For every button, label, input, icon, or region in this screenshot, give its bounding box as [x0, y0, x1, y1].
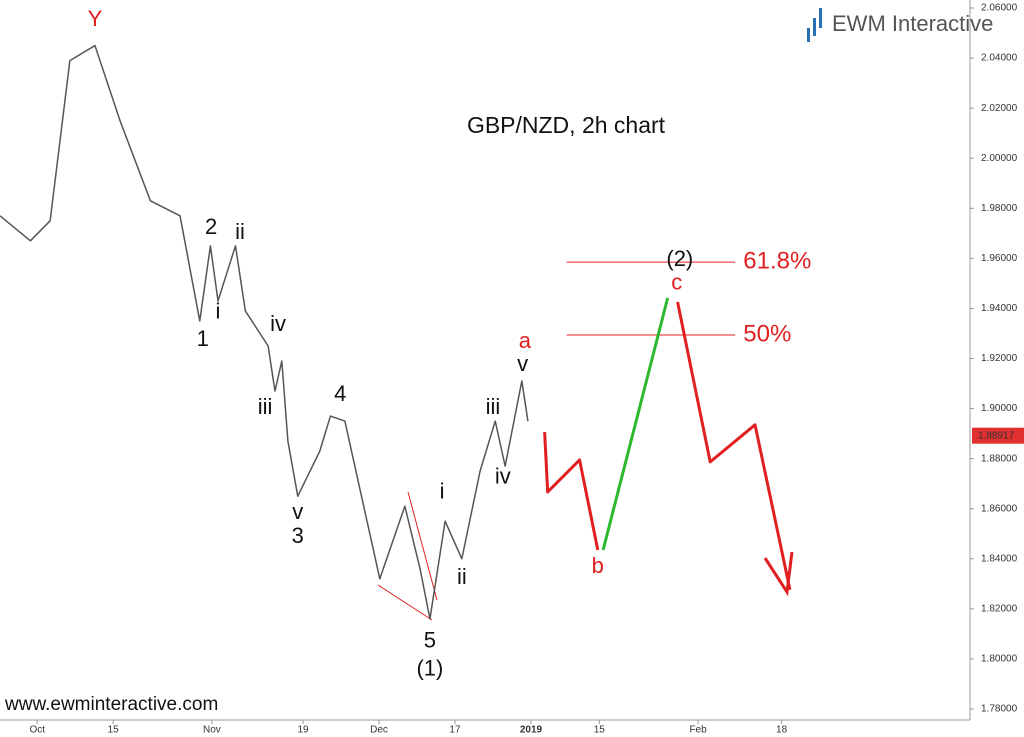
projection — [676, 301, 792, 591]
wave-label: 3 — [292, 523, 304, 548]
y-tick-label: 1.94000 — [981, 303, 1018, 314]
wave-label: v — [517, 351, 528, 376]
wave-label: b — [592, 553, 604, 578]
x-tick-label: 19 — [298, 725, 310, 736]
y-tick-label: 2.04000 — [981, 53, 1018, 64]
trend-line — [407, 491, 438, 601]
y-tick-label: 1.82000 — [981, 603, 1018, 614]
fib-label: 61.8% — [743, 247, 811, 274]
y-tick-label: 1.80000 — [981, 654, 1018, 665]
y-tick-label: 1.96000 — [981, 253, 1018, 264]
wave-label: iv — [270, 311, 286, 336]
x-tick-label: Nov — [203, 725, 221, 736]
wave-label: ii — [457, 564, 467, 589]
wave-label: 2 — [205, 214, 217, 239]
trend-line — [377, 584, 433, 621]
y-tick-label: 1.78000 — [981, 704, 1018, 715]
wave-label: iii — [258, 394, 273, 419]
y-tick-label: 1.92000 — [981, 353, 1018, 364]
price-line — [0, 44, 529, 620]
x-tick-label: Oct — [29, 725, 45, 736]
y-tick-label: 1.98000 — [981, 203, 1018, 214]
wave-label: (2) — [666, 246, 693, 271]
x-tick-label: 17 — [449, 725, 461, 736]
wave-label: 4 — [334, 381, 346, 406]
wave-label: 5 — [424, 628, 436, 653]
projection — [601, 297, 670, 551]
wave-label: (1) — [416, 656, 443, 681]
x-tick-label: 18 — [776, 725, 788, 736]
wave-label: iii — [486, 394, 501, 419]
wave-label: i — [216, 299, 221, 324]
y-tick-label: 2.02000 — [981, 103, 1018, 114]
x-tick-label: 15 — [108, 725, 120, 736]
arrowhead — [763, 551, 794, 597]
projection — [543, 432, 600, 551]
chart-title: GBP/NZD, 2h chart — [467, 112, 666, 138]
y-tick-label: 1.84000 — [981, 553, 1018, 564]
y-tick-label: 2.00000 — [981, 153, 1018, 164]
last-price-label: 1.88917 — [978, 430, 1015, 441]
y-tick-label: 1.86000 — [981, 503, 1018, 514]
last-price-tag — [972, 427, 1024, 444]
y-tick-label: 2.06000 — [981, 3, 1018, 14]
x-tick-label: Dec — [370, 725, 388, 736]
y-tick-label: 1.88000 — [981, 453, 1018, 464]
wave-label: a — [519, 328, 532, 353]
wave-label: ii — [235, 219, 245, 244]
fib-label: 50% — [743, 320, 791, 347]
watermark: EWM Interactive — [832, 11, 993, 36]
y-tick-label: 1.90000 — [981, 403, 1018, 414]
wave-label: Y — [88, 6, 103, 31]
x-tick-label: Feb — [689, 725, 707, 736]
x-tick-label: 15 — [594, 725, 606, 736]
wave-label: v — [292, 499, 303, 524]
wave-label: i — [440, 479, 445, 504]
logo-icon — [807, 8, 822, 42]
wave-label: c — [671, 270, 682, 295]
x-tick-label: 2019 — [520, 725, 543, 736]
footer: www.ewminteractive.com — [4, 694, 218, 715]
wave-label: iv — [495, 464, 511, 489]
wave-label: 1 — [197, 326, 209, 351]
